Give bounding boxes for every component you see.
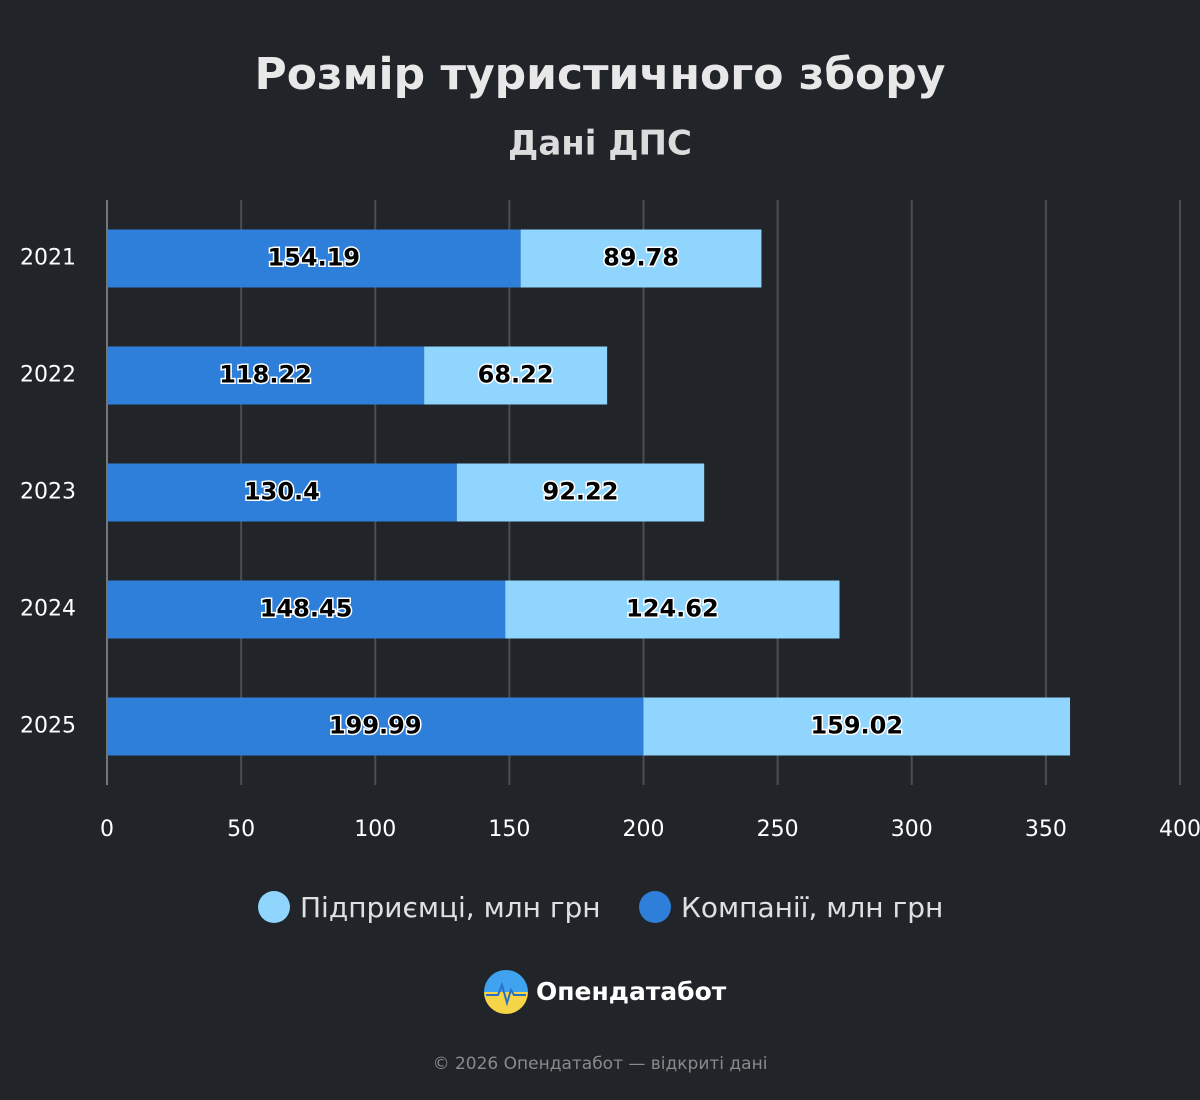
x-tick-label: 50 xyxy=(227,817,255,842)
x-tick-label: 300 xyxy=(891,817,933,842)
plot: 0 50 100 150 200 250 300 350 400 2021 154.19 89.78 2… xyxy=(20,200,1200,924)
data-label: 154.19 xyxy=(267,244,360,272)
bar-segment xyxy=(107,346,425,405)
bar-segment xyxy=(107,580,506,639)
data-label: 159.02 xyxy=(810,712,903,740)
x-tick-label: 350 xyxy=(1025,817,1067,842)
x-tick-label: 150 xyxy=(488,817,530,842)
y-tick-label: 2025 xyxy=(20,714,76,739)
data-label: 118.22 xyxy=(219,361,312,389)
bar-segment xyxy=(643,697,1071,756)
data-label: 124.62 xyxy=(626,595,719,623)
data-label: 92.22 xyxy=(543,478,619,506)
data-label: 68.22 xyxy=(478,361,554,389)
brand-logo xyxy=(484,970,528,1014)
bar-segment xyxy=(107,697,644,756)
bar-segment xyxy=(505,580,840,639)
legend-label: Компанії, млн грн xyxy=(681,891,943,924)
bar-segment xyxy=(424,346,608,405)
data-label: 148.45 xyxy=(260,595,353,623)
y-tick-label: 2022 xyxy=(20,363,76,388)
legend-swatch xyxy=(258,891,290,923)
bar-segment xyxy=(520,229,762,288)
brand-name: Опендатабот xyxy=(536,977,727,1006)
x-tick-label: 100 xyxy=(354,817,396,842)
x-tick-label: 200 xyxy=(623,817,665,842)
bar-segment xyxy=(456,463,705,522)
y-tick-label: 2023 xyxy=(20,480,76,505)
y-tick-label: 2021 xyxy=(20,246,76,271)
legend-label: Підприємці, млн грн xyxy=(300,891,601,924)
data-label: 89.78 xyxy=(603,244,679,272)
footer: © 2026 Опендатабот — відкриті дані xyxy=(433,1054,768,1074)
bar-segment xyxy=(107,229,521,288)
x-tick-label: 250 xyxy=(757,817,799,842)
chart-subtitle: Дані ДПС xyxy=(508,124,692,164)
chart-title: Розмір туристичного збору xyxy=(255,49,946,100)
data-label: 130.4 xyxy=(244,478,320,506)
bar-segment xyxy=(107,463,457,522)
legend-swatch xyxy=(639,891,671,923)
x-tick-label: 0 xyxy=(100,817,114,842)
y-tick-label: 2024 xyxy=(20,597,76,622)
data-label: 199.99 xyxy=(329,712,422,740)
logo-pulse xyxy=(486,981,526,1007)
x-tick-label: 400 xyxy=(1159,817,1200,842)
